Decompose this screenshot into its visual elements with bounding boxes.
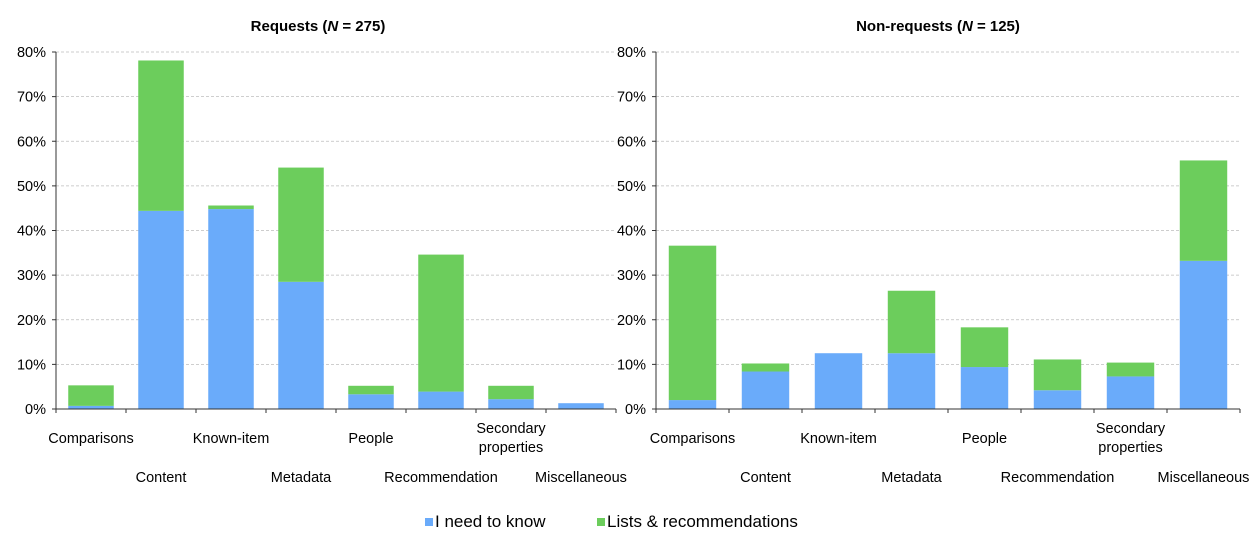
chart-non-requests: Non-requests (N = 125) 0% 10% 20% 30% 40% 50%… [617,18,1249,486]
y-tick-label: 80% [17,45,46,61]
bar-secondary-properties-i-need-to-know [1106,376,1155,409]
x-tick-label: Miscellaneous [1158,470,1250,486]
bar-recommendation-i-need-to-know [1033,390,1082,409]
x-tick-label: Recommendation [1001,470,1115,486]
legend-swatch-lists-recommendations [597,518,605,526]
x-tick-label: People [348,431,393,447]
y-tick-label: 40% [17,224,46,240]
chart-title: Requests (N = 275) [251,18,386,35]
bar-metadata-i-need-to-know [887,353,936,409]
chart-requests: Requests (N = 275) 0% 10% 20% 30% 40% 50% 60% 7… [17,18,627,486]
x-axis-tick-labels: Comparisons Content Known-item Metadata Peop… [48,421,627,486]
bars [668,160,1228,409]
chart-title: Non-requests (N = 125) [856,18,1020,35]
x-tick-label: Miscellaneous [535,470,627,486]
bar-recommendation-lists-recommendations [1033,359,1082,391]
y-tick-label: 60% [17,134,46,150]
bar-metadata-i-need-to-know [278,281,324,409]
legend-label-i-need-to-know: I need to know [435,512,546,531]
x-tick-label: Comparisons [650,431,735,447]
bar-content-i-need-to-know [741,371,790,409]
bar-miscellaneous-lists-recommendations [1179,160,1228,261]
bar-recommendation-i-need-to-know [418,391,464,409]
bars [68,60,604,409]
x-tick-label: People [962,431,1007,447]
bar-people-i-need-to-know [960,367,1009,409]
y-tick-label: 30% [17,268,46,284]
axes [52,51,617,413]
y-tick-label: 80% [617,45,646,61]
bar-people-lists-recommendations [348,385,394,395]
x-tick-label: Known-item [800,431,877,447]
bar-people-i-need-to-know [348,394,394,409]
y-tick-label: 0% [25,402,46,418]
y-tick-label: 70% [617,90,646,106]
y-axis-tick-labels: 0% 10% 20% 30% 40% 50% 60% 70% 80% [17,45,46,418]
bar-known-item-lists-recommendations [208,205,254,210]
bar-people-lists-recommendations [960,327,1009,368]
y-tick-label: 50% [617,179,646,195]
bar-metadata-lists-recommendations [278,167,324,282]
bar-known-item-i-need-to-know [814,353,863,409]
x-tick-label: Content [136,470,187,486]
y-tick-label: 10% [17,357,46,373]
x-tick-label: Secondary properties [1096,421,1166,456]
legend-label-lists-recommendations: Lists & recommendations [607,512,798,531]
bar-comparisons-lists-recommendations [68,385,114,406]
bar-content-lists-recommendations [138,60,184,211]
y-tick-label: 30% [617,268,646,284]
legend-swatch-i-need-to-know [425,518,433,526]
bar-comparisons-i-need-to-know [668,400,717,409]
gridlines [656,51,1240,365]
x-tick-label: Content [740,470,791,486]
y-tick-label: 60% [617,134,646,150]
x-tick-label: Secondary properties [476,421,546,456]
y-axis-tick-labels: 0% 10% 20% 30% 40% 50% 60% 70% 80% [617,45,646,418]
bar-miscellaneous-i-need-to-know [558,403,604,409]
bar-secondary-properties-lists-recommendations [488,385,534,400]
bar-content-lists-recommendations [741,363,790,372]
bar-secondary-properties-i-need-to-know [488,399,534,409]
legend: I need to know Lists & recommendations [425,512,798,531]
bar-metadata-lists-recommendations [887,290,936,354]
x-tick-label: Metadata [881,470,942,486]
bar-comparisons-lists-recommendations [668,245,717,401]
axes [652,51,1241,413]
gridlines [56,51,616,365]
bar-recommendation-lists-recommendations [418,254,464,392]
y-tick-label: 0% [625,402,646,418]
bar-secondary-properties-lists-recommendations [1106,362,1155,377]
bar-comparisons-i-need-to-know [68,405,114,409]
x-tick-label: Recommendation [384,470,498,486]
y-tick-label: 10% [617,357,646,373]
x-tick-label: Comparisons [48,431,133,447]
x-axis-tick-labels: Comparisons Content Known-item Metadata Peop… [650,421,1250,486]
y-tick-label: 50% [17,179,46,195]
bar-miscellaneous-i-need-to-know [1179,260,1228,409]
y-tick-label: 40% [617,224,646,240]
y-tick-label: 20% [617,313,646,329]
y-tick-label: 20% [17,313,46,329]
bar-content-i-need-to-know [138,210,184,409]
y-tick-label: 70% [17,90,46,106]
x-tick-label: Known-item [193,431,270,447]
bar-known-item-i-need-to-know [208,209,254,409]
x-tick-label: Metadata [271,470,332,486]
